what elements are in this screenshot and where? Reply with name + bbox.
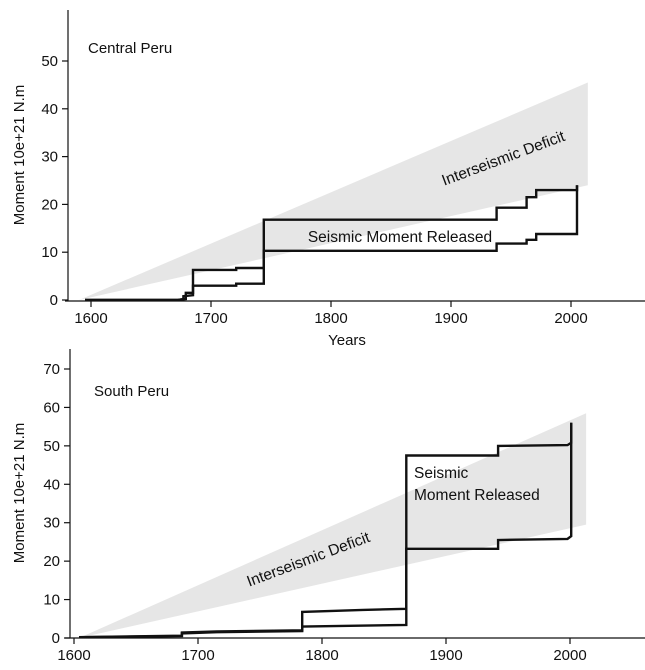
region-label: Central Peru: [88, 40, 172, 57]
interseismic-deficit-band: [78, 413, 587, 638]
x-tick-label: 1800: [305, 647, 338, 664]
y-tick-label: 60: [43, 399, 60, 416]
y-tick-label: 20: [41, 196, 58, 213]
interseismic-deficit-band: [79, 82, 588, 300]
x-tick-label: 2000: [554, 310, 587, 327]
y-tick-label: 20: [43, 553, 60, 570]
y-tick-label: 40: [43, 476, 60, 493]
y-tick-label: 50: [41, 53, 58, 70]
x-tick-label: 1800: [314, 310, 347, 327]
released-annotation: Seismic: [414, 465, 469, 482]
released-upper-bound-line: [85, 185, 579, 302]
released-upper-bound-line: [78, 422, 573, 639]
x-tick-label: 1700: [181, 647, 214, 664]
y-axis-title: Moment 10e+21 N.m: [11, 423, 28, 564]
y-tick-label: 30: [41, 149, 58, 166]
x-tick-label: 1700: [194, 310, 227, 327]
y-axis-title: Moment 10e+21 N.m: [11, 85, 28, 226]
y-tick-label: 10: [43, 592, 60, 609]
y-tick-label: 0: [50, 292, 58, 309]
y-tick-label: 70: [43, 361, 60, 378]
y-tick-label: 40: [41, 101, 58, 118]
x-axis-title: Years: [328, 332, 366, 349]
region-label: South Peru: [94, 383, 169, 400]
y-tick-label: 10: [41, 244, 58, 261]
central-peru-chart: 1600 1700 1800 1900 2000 0 10 20 30 40 50 Moment 10…: [11, 10, 645, 349]
x-tick-label: 1600: [57, 647, 90, 664]
x-tick-label: 1900: [434, 310, 467, 327]
south-peru-chart: 1600 1700 1800 1900 2000 0 10 20 30 40 50 60 70 Momen…: [11, 349, 645, 664]
x-tick-label: 2000: [553, 647, 586, 664]
released-annotation: Seismic Moment Released: [308, 229, 492, 246]
y-tick-label: 0: [52, 630, 60, 647]
y-tick-label: 30: [43, 515, 60, 532]
x-tick-label: 1600: [74, 310, 107, 327]
x-tick-label: 1900: [429, 647, 462, 664]
y-tick-label: 50: [43, 438, 60, 455]
released-annotation: Moment Released: [414, 487, 540, 504]
